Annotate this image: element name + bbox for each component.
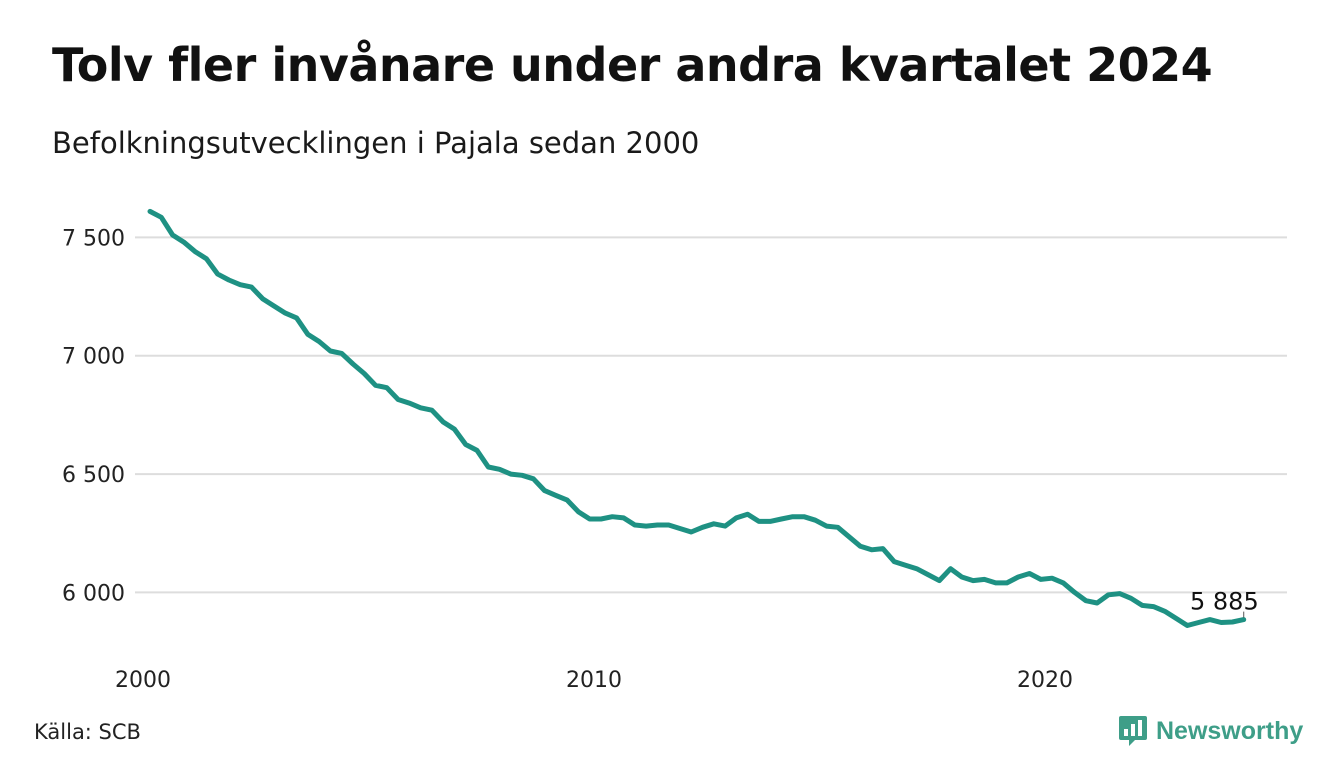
source-note: Källa: SCB (34, 720, 141, 744)
annotation-layer: 5 885 (1190, 588, 1259, 618)
newsworthy-logo-icon (1119, 716, 1147, 746)
series-layer (147, 208, 1247, 628)
x-axis-ticks: 2000 2010 2020 (115, 668, 1073, 693)
y-tick-label: 6 000 (62, 581, 125, 606)
y-axis-ticks: 6 000 6 500 7 000 7 500 (62, 226, 125, 606)
end-value-label: 5 885 (1190, 588, 1259, 616)
grid-lines (135, 236, 1287, 594)
x-tick-label: 2000 (115, 668, 171, 693)
y-tick-label: 7 000 (62, 345, 125, 370)
y-tick-label: 6 500 (62, 463, 125, 488)
page-subtitle: Befolkningsutvecklingen i Pajala sedan 2… (52, 126, 700, 160)
series-line (147, 208, 1247, 628)
y-tick-label: 7 500 (62, 226, 125, 251)
x-tick-label: 2020 (1017, 668, 1073, 693)
brand-logo[interactable]: Newsworthy (1118, 714, 1303, 748)
page-title: Tolv fler invånare under andra kvartalet… (52, 38, 1213, 92)
x-tick-label: 2010 (566, 668, 622, 693)
brand-name: Newsworthy (1156, 716, 1304, 745)
